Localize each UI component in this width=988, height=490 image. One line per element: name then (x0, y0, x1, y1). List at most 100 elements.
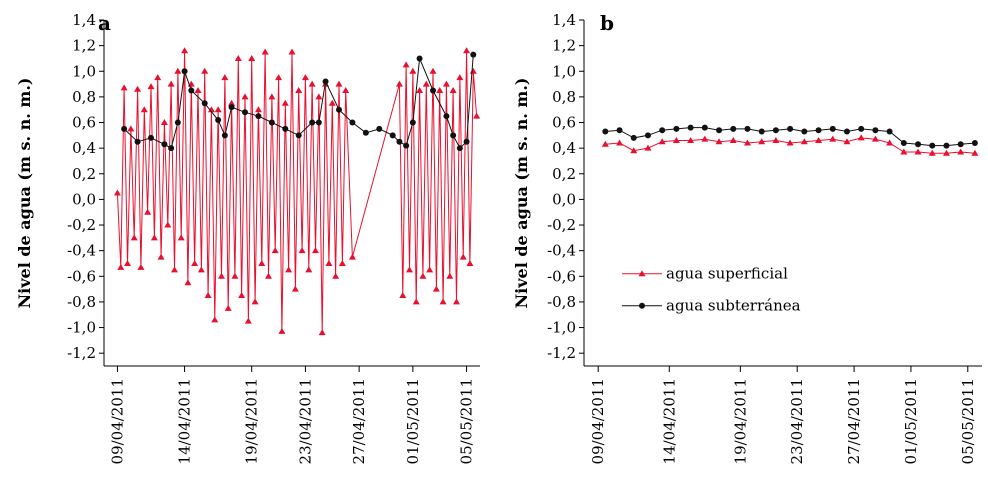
data-point-subterranea (148, 134, 154, 141)
x-tick-label: 14/04/2011 (176, 378, 194, 464)
data-point-superficial (184, 279, 192, 286)
data-point-subterranea (673, 125, 680, 132)
y-tick-label: -0,6 (67, 267, 96, 285)
data-point-superficial (278, 327, 286, 334)
data-point-superficial (815, 136, 823, 143)
data-point-superficial (409, 67, 417, 74)
data-point-superficial (231, 272, 239, 279)
y-tick-label: 0,4 (552, 139, 576, 157)
data-point-superficial (140, 106, 148, 113)
data-point-subterranea (168, 145, 175, 152)
data-point-superficial (412, 298, 420, 305)
panel-letter: b (600, 11, 614, 35)
x-tick-label: 19/04/2011 (731, 378, 749, 464)
data-point-superficial (701, 135, 709, 142)
data-point-superficial (157, 253, 165, 260)
x-tick-label: 23/04/2011 (296, 378, 314, 464)
data-point-superficial (154, 74, 162, 81)
data-point-subterranea (943, 142, 950, 149)
data-point-superficial (886, 139, 894, 146)
y-tick-label: -0,4 (547, 242, 576, 260)
data-point-superficial (160, 119, 168, 126)
data-point-superficial (127, 125, 135, 132)
data-point-subterranea (829, 125, 836, 132)
data-point-superficial (432, 285, 440, 292)
y-tick-label: -0,2 (67, 216, 96, 234)
data-point-superficial (772, 136, 780, 143)
data-point-subterranea (701, 124, 708, 131)
data-point-subterranea (295, 132, 302, 139)
data-point-subterranea (616, 127, 623, 134)
y-tick-label: -1,0 (547, 319, 576, 337)
y-tick-label: 1,2 (72, 37, 96, 55)
data-point-superficial (191, 259, 199, 266)
legend-marker (638, 270, 646, 277)
data-point-superficial (446, 272, 454, 279)
data-point-superficial (914, 148, 922, 155)
data-point-subterranea (716, 127, 723, 134)
data-point-subterranea (915, 141, 922, 148)
data-point-subterranea (396, 138, 403, 145)
x-tick-label: 01/05/2011 (902, 378, 920, 464)
data-point-superficial (275, 74, 283, 81)
data-point-superficial (130, 234, 138, 241)
y-tick-label: -1,0 (67, 319, 96, 337)
y-tick-label: -0,4 (67, 242, 96, 260)
data-point-subterranea (443, 113, 450, 120)
series-line (116, 50, 478, 333)
data-point-subterranea (659, 127, 666, 134)
data-point-superficial (271, 247, 279, 254)
data-point-superficial (406, 266, 413, 273)
data-point-subterranea (255, 113, 262, 120)
data-point-superficial (426, 266, 434, 273)
y-tick-label: -1,2 (547, 344, 576, 362)
y-axis-label: Nivel de agua (m s. n. m.) (15, 78, 34, 309)
data-point-subterranea (282, 125, 289, 132)
data-point-subterranea (687, 124, 694, 131)
data-point-subterranea (801, 128, 808, 135)
data-point-superficial (298, 247, 306, 254)
data-point-subterranea (134, 138, 141, 145)
data-point-superficial (800, 138, 808, 145)
data-point-superficial (254, 106, 262, 113)
data-point-subterranea (843, 128, 850, 135)
y-tick-label: 0,0 (72, 190, 96, 208)
data-point-superficial (234, 54, 242, 61)
data-point-superficial (419, 272, 427, 279)
data-point-superficial (144, 208, 152, 215)
y-tick-label: 1,2 (552, 37, 576, 55)
data-point-superficial (265, 272, 272, 279)
data-point-superficial (616, 139, 624, 146)
data-point-subterranea (602, 128, 609, 135)
data-point-superficial (268, 93, 276, 100)
data-point-superficial (971, 149, 979, 156)
data-point-superficial (672, 136, 680, 143)
data-point-superficial (301, 74, 309, 81)
data-point-subterranea (450, 132, 457, 139)
data-point-subterranea (456, 145, 463, 152)
data-point-subterranea (744, 125, 751, 132)
data-point-superficial (295, 86, 303, 93)
data-point-subterranea (389, 132, 396, 139)
data-point-superficial (338, 259, 346, 266)
data-point-subterranea (430, 87, 436, 94)
data-point-subterranea (787, 125, 794, 132)
data-point-subterranea (872, 127, 879, 134)
data-point-superficial (204, 292, 212, 299)
y-tick-label: 1,0 (72, 62, 96, 80)
x-tick-label: 23/04/2011 (788, 378, 806, 464)
data-point-superficial (221, 74, 229, 81)
y-tick-label: -0,6 (547, 267, 576, 285)
data-point-subterranea (322, 78, 329, 85)
data-point-subterranea (161, 141, 168, 148)
legend-label: agua superficial (666, 265, 788, 283)
x-tick-label: 09/04/2011 (108, 378, 126, 464)
x-tick-label: 14/04/2011 (660, 378, 678, 464)
data-point-subterranea (403, 142, 410, 149)
data-point-subterranea (957, 141, 964, 148)
data-point-subterranea (409, 119, 416, 126)
data-point-superficial (843, 138, 851, 145)
x-tick-label: 05/05/2011 (959, 378, 977, 464)
data-point-superficial (416, 86, 424, 93)
data-point-superficial (120, 84, 128, 91)
